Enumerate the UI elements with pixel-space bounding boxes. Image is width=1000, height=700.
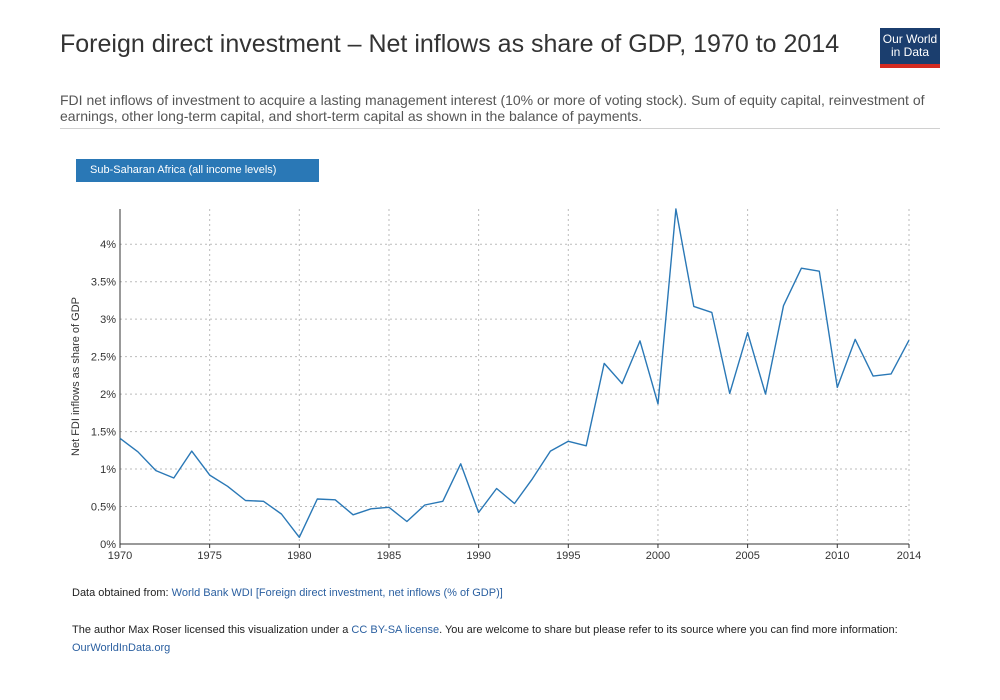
x-tick-label: 1975 [197, 550, 221, 562]
logo-line-1: Our World [882, 32, 938, 46]
owid-logo[interactable]: Our World in Data [880, 28, 940, 68]
x-tick-label: 1995 [556, 550, 580, 562]
series-line [119, 208, 910, 538]
source-prefix: Data obtained from: [72, 587, 172, 599]
license-link[interactable]: CC BY-SA license [351, 624, 440, 636]
x-tick-label: 2005 [735, 550, 759, 562]
logo-line-2: in Data [890, 45, 930, 59]
y-tick-label: 1% [100, 464, 116, 476]
site-link[interactable]: OurWorldInData.org [72, 642, 171, 654]
chart-subtitle: FDI net inflows of investment to acquire… [60, 92, 925, 124]
x-tick-label: 2014 [897, 550, 921, 562]
header-divider [60, 128, 940, 129]
x-tick-label: 2010 [825, 550, 849, 562]
y-tick-label: 4% [100, 239, 116, 251]
x-tick-label: 2000 [646, 550, 670, 562]
y-tick-label: 2% [100, 389, 116, 401]
x-tick-label: 1980 [287, 550, 311, 562]
footer-source: Data obtained from: World Bank WDI [Fore… [72, 587, 503, 599]
legend-series-button[interactable]: Sub-Saharan Africa (all income levels) [76, 159, 319, 182]
y-tick-label: 0.5% [91, 502, 116, 514]
x-tick-label: 1985 [377, 550, 401, 562]
footer-license: The author Max Roser licensed this visua… [72, 621, 942, 657]
x-tick-label: 1970 [108, 550, 132, 562]
x-tick-label: 1990 [466, 550, 490, 562]
y-tick-label: 3% [100, 314, 116, 326]
source-link[interactable]: World Bank WDI [Foreign direct investmen… [171, 587, 503, 599]
chart-title: Foreign direct investment – Net inflows … [60, 30, 840, 58]
y-axis-label: Net FDI inflows as share of GDP [70, 297, 82, 456]
license-prefix: The author Max Roser licensed this visua… [72, 624, 352, 636]
y-tick-label: 1.5% [91, 427, 116, 439]
license-middle: . You are welcome to share but please re… [439, 624, 898, 636]
y-tick-label: 2.5% [91, 352, 116, 364]
y-tick-label: 0% [100, 539, 116, 551]
y-tick-label: 3.5% [91, 277, 116, 289]
